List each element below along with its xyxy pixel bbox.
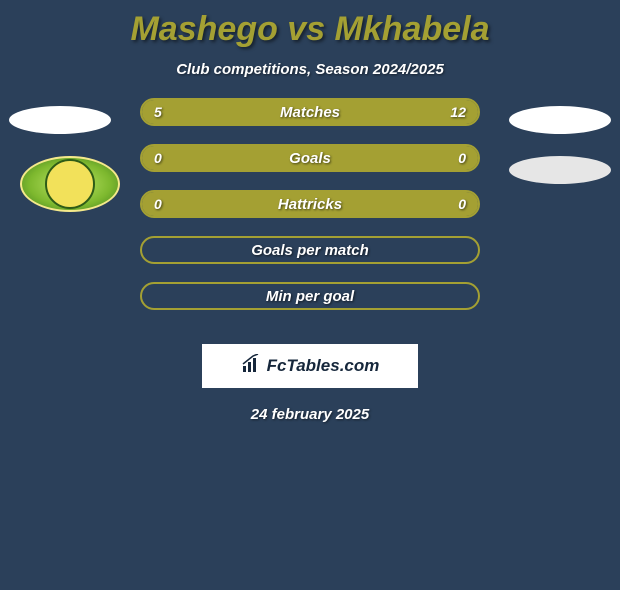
stat-row-goals-per-match: Goals per match [140,236,480,264]
stat-label: Hattricks [142,192,478,216]
stat-label: Matches [142,100,478,124]
player-left-badge [9,106,111,134]
comparison-subtitle: Club competitions, Season 2024/2025 [0,61,620,78]
brand-text: FcTables.com [267,356,380,376]
stat-bars: 512Matches 00Goals 00Hattricks Goals per ma… [140,98,480,328]
club-right-badge [509,156,611,184]
comparison-title: Mashego vs Mkhabela [0,10,620,49]
stat-label: Goals per match [142,238,478,262]
generation-date: 24 february 2025 [0,406,620,423]
player-right-badge [509,106,611,134]
club-left-badge [20,156,120,212]
chart-area: 512Matches00Goals00HattricksGoals per ma… [0,106,620,336]
brand-box: FcTables.com [202,344,418,388]
stat-row-hattricks: 00Hattricks [140,190,480,218]
stat-row-goals: 00Goals [140,144,480,172]
chart-icon [241,354,263,379]
stat-row-matches: 512Matches [140,98,480,126]
stat-row-min-per-goal: Min per goal [140,282,480,310]
stat-label: Min per goal [142,284,478,308]
stat-label: Goals [142,146,478,170]
club-left-inner [45,159,95,209]
